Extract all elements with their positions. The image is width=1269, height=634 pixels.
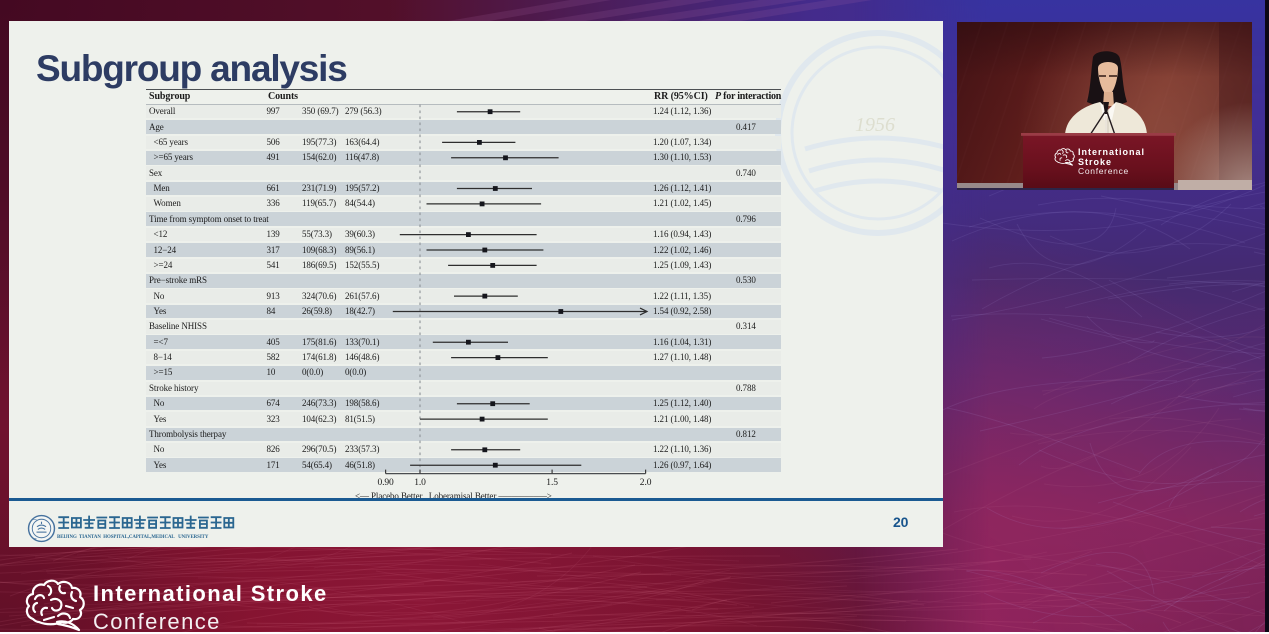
svg-text:1956: 1956 bbox=[855, 114, 895, 136]
svg-text:Stroke: Stroke bbox=[1078, 157, 1112, 167]
svg-text:Conference: Conference bbox=[1078, 166, 1129, 176]
svg-text:International: International bbox=[1078, 147, 1145, 157]
svg-text:▪▪▪: ▪▪▪ bbox=[33, 536, 36, 540]
svg-text:▪▪▪▪: ▪▪▪▪ bbox=[32, 518, 36, 522]
